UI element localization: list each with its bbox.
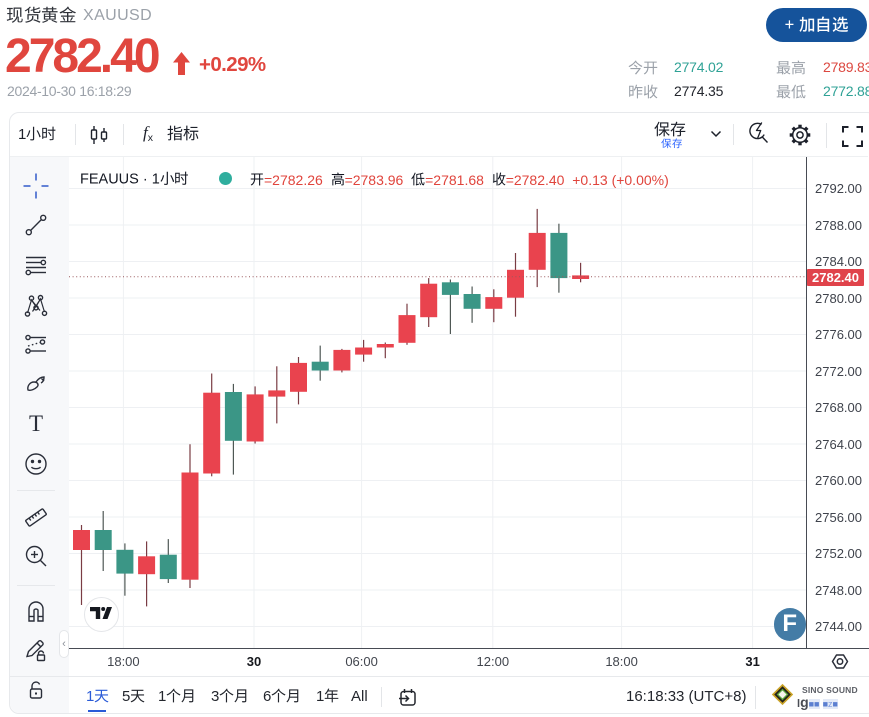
svg-text:T: T [29,411,43,436]
